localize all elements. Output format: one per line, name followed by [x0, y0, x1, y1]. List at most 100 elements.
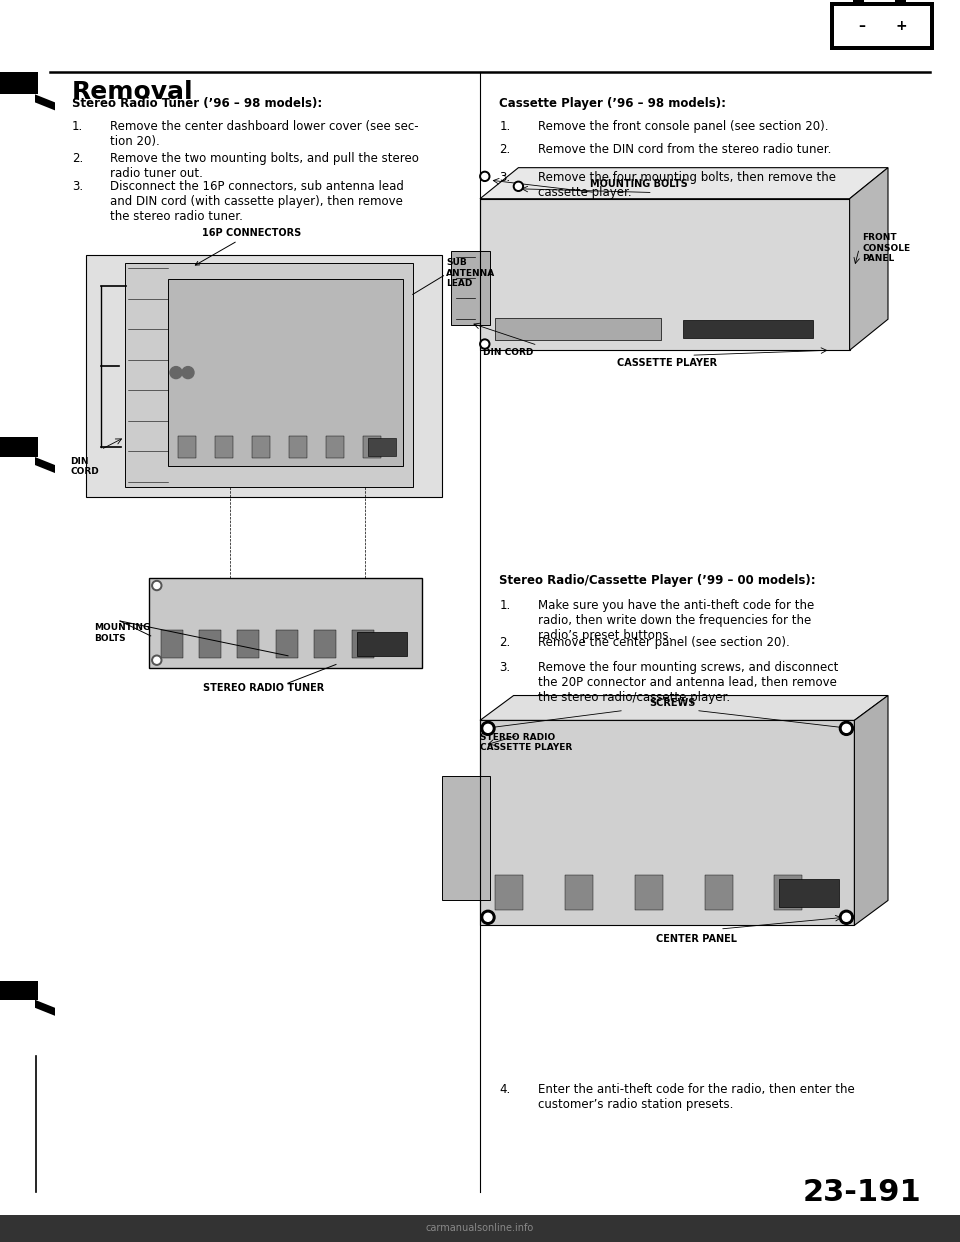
Polygon shape — [35, 1000, 55, 1016]
Text: –: – — [858, 19, 865, 34]
Text: +: + — [895, 19, 906, 34]
Text: Remove the four mounting bolts, then remove the
cassette player.: Remove the four mounting bolts, then rem… — [538, 171, 835, 200]
Circle shape — [482, 174, 488, 179]
Bar — [149, 578, 422, 668]
Bar — [780, 879, 839, 908]
Bar — [495, 318, 661, 340]
Text: Remove the center dashboard lower cover (see sec-
tion 20).: Remove the center dashboard lower cover … — [110, 120, 419, 149]
Circle shape — [152, 580, 162, 590]
Text: 2.: 2. — [499, 143, 511, 155]
Bar — [635, 876, 662, 910]
Bar — [853, 0, 864, 2]
Text: FRONT
CONSOLE
PANEL: FRONT CONSOLE PANEL — [862, 233, 910, 263]
Bar — [775, 876, 803, 910]
Bar — [834, 6, 930, 46]
Circle shape — [182, 366, 194, 379]
Text: 3.: 3. — [72, 180, 84, 193]
Polygon shape — [850, 168, 888, 350]
Text: 3.: 3. — [499, 171, 511, 184]
Bar — [0, 437, 38, 457]
Bar — [363, 436, 381, 458]
Polygon shape — [86, 255, 442, 497]
Text: Remove the two mounting bolts, and pull the stereo
radio tuner out.: Remove the two mounting bolts, and pull … — [110, 152, 420, 180]
Polygon shape — [480, 696, 888, 720]
Bar — [352, 630, 374, 658]
Circle shape — [839, 722, 853, 735]
Text: Cassette Player (’96 – 98 models):: Cassette Player (’96 – 98 models): — [499, 97, 726, 109]
Circle shape — [480, 171, 490, 181]
Bar — [326, 436, 344, 458]
Circle shape — [154, 657, 159, 663]
Text: 16P CONNECTORS: 16P CONNECTORS — [195, 229, 300, 265]
Text: 4.: 4. — [499, 1083, 511, 1095]
Circle shape — [481, 722, 495, 735]
Text: Remove the DIN cord from the stereo radio tuner.: Remove the DIN cord from the stereo radi… — [538, 143, 831, 155]
Text: 1.: 1. — [499, 599, 511, 611]
Circle shape — [514, 181, 523, 191]
Text: 2.: 2. — [72, 152, 84, 164]
Circle shape — [481, 910, 495, 924]
Text: 1.: 1. — [72, 120, 84, 133]
Polygon shape — [854, 696, 888, 925]
Circle shape — [516, 184, 521, 189]
Polygon shape — [35, 457, 55, 473]
Text: STEREO RADIO
CASSETTE PLAYER: STEREO RADIO CASSETTE PLAYER — [480, 733, 572, 753]
Bar — [314, 630, 336, 658]
Circle shape — [170, 366, 182, 379]
Circle shape — [484, 724, 492, 733]
Text: 23-191: 23-191 — [803, 1177, 922, 1207]
Text: CENTER PANEL: CENTER PANEL — [656, 934, 736, 944]
Bar — [0, 981, 38, 1000]
Circle shape — [839, 910, 853, 924]
Circle shape — [843, 724, 851, 733]
Bar — [480, 199, 850, 350]
Circle shape — [480, 339, 490, 349]
Bar — [161, 630, 182, 658]
Text: Remove the four mounting screws, and disconnect
the 20P connector and antenna le: Remove the four mounting screws, and dis… — [538, 661, 838, 704]
Text: MOUNTING
BOLTS: MOUNTING BOLTS — [94, 623, 151, 643]
Text: DIN
CORD: DIN CORD — [70, 457, 99, 477]
Text: DIN CORD: DIN CORD — [483, 348, 533, 356]
Text: carmanualsonline.info: carmanualsonline.info — [426, 1223, 534, 1233]
Bar — [480, 720, 854, 925]
Bar — [252, 436, 270, 458]
Text: Remove the center panel (see section 20).: Remove the center panel (see section 20)… — [538, 636, 789, 648]
Text: 1.: 1. — [499, 120, 511, 133]
Bar — [895, 0, 905, 2]
Circle shape — [152, 656, 162, 666]
Bar — [215, 436, 233, 458]
Text: Removal: Removal — [72, 79, 194, 104]
Bar — [289, 436, 307, 458]
Bar — [237, 630, 259, 658]
Bar — [705, 876, 732, 910]
Bar — [684, 320, 812, 338]
Text: SUB
ANTENNA
LEAD: SUB ANTENNA LEAD — [446, 258, 495, 288]
Bar — [0, 1215, 960, 1242]
Polygon shape — [35, 94, 55, 111]
Text: SCREWS: SCREWS — [649, 698, 695, 708]
Bar — [442, 776, 490, 900]
Circle shape — [482, 342, 488, 347]
Text: Disconnect the 16P connectors, sub antenna lead
and DIN cord (with cassette play: Disconnect the 16P connectors, sub anten… — [110, 180, 404, 224]
Bar — [830, 2, 934, 50]
Bar — [276, 630, 298, 658]
Bar — [199, 630, 221, 658]
Bar — [178, 436, 196, 458]
Circle shape — [843, 913, 851, 922]
Text: Enter the anti-theft code for the radio, then enter the
customer’s radio station: Enter the anti-theft code for the radio,… — [538, 1083, 854, 1112]
Text: Stereo Radio/Cassette Player (’99 – 00 models):: Stereo Radio/Cassette Player (’99 – 00 m… — [499, 574, 816, 586]
Text: Make sure you have the anti-theft code for the
radio, then write down the freque: Make sure you have the anti-theft code f… — [538, 599, 814, 642]
Bar — [168, 279, 403, 466]
Text: MOUNTING BOLTS: MOUNTING BOLTS — [589, 179, 687, 189]
Text: CASSETTE PLAYER: CASSETTE PLAYER — [617, 358, 717, 368]
Text: 3.: 3. — [499, 661, 511, 673]
Bar — [495, 876, 523, 910]
Circle shape — [154, 582, 159, 589]
Bar — [0, 72, 38, 94]
Polygon shape — [480, 168, 888, 199]
Bar — [357, 632, 407, 656]
Text: 2.: 2. — [499, 636, 511, 648]
Circle shape — [484, 913, 492, 922]
Text: STEREO RADIO TUNER: STEREO RADIO TUNER — [204, 683, 324, 693]
Bar — [125, 263, 413, 487]
